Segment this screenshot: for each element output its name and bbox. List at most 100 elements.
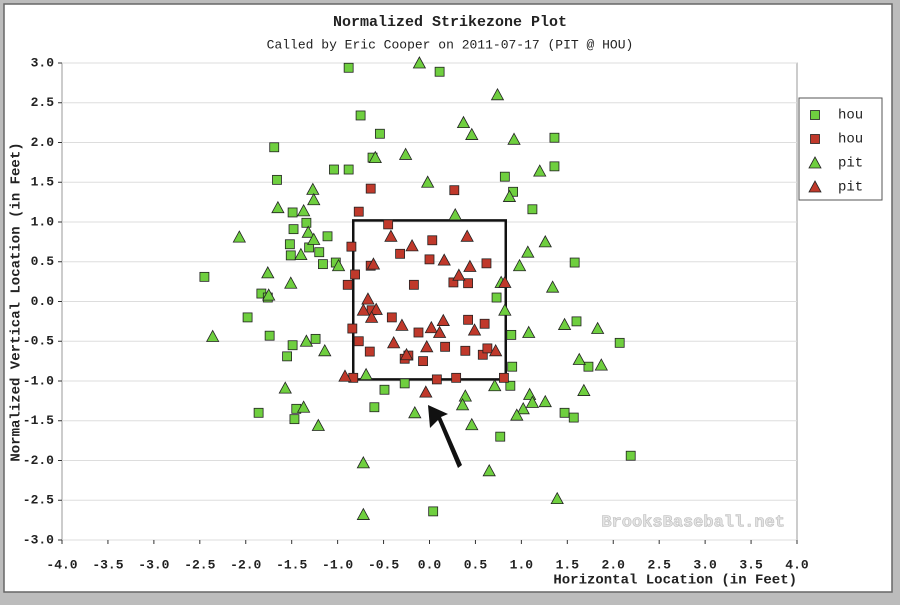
legend-marker bbox=[808, 156, 822, 169]
point bbox=[463, 259, 477, 272]
y-tick-label: -1.5 bbox=[23, 413, 54, 428]
point bbox=[314, 247, 325, 258]
point bbox=[301, 225, 315, 238]
point bbox=[232, 230, 246, 243]
x-tick-label: -4.0 bbox=[46, 557, 77, 572]
point bbox=[490, 87, 505, 101]
point bbox=[583, 361, 594, 372]
point bbox=[455, 398, 470, 411]
point bbox=[356, 303, 371, 316]
y-tick-label: 1.0 bbox=[31, 214, 55, 229]
point bbox=[568, 412, 579, 423]
point bbox=[465, 417, 479, 431]
y-axis-label: Normalized Vertical Location (in Feet) bbox=[9, 142, 25, 461]
point bbox=[479, 318, 490, 329]
point bbox=[294, 247, 308, 260]
x-tick-label: 1.0 bbox=[510, 557, 534, 572]
x-tick-label: 0.5 bbox=[464, 557, 488, 572]
point bbox=[264, 330, 275, 341]
point bbox=[366, 257, 381, 270]
y-tick-label: -0.5 bbox=[23, 334, 54, 349]
point bbox=[498, 275, 512, 288]
point bbox=[525, 395, 540, 408]
point bbox=[296, 400, 311, 413]
point bbox=[424, 254, 435, 265]
point bbox=[356, 507, 371, 520]
point bbox=[465, 127, 479, 140]
y-tick-label: 0.5 bbox=[31, 254, 55, 269]
point bbox=[481, 258, 492, 269]
point bbox=[491, 292, 502, 303]
point bbox=[499, 171, 510, 182]
point bbox=[507, 132, 521, 145]
point bbox=[505, 380, 516, 391]
point bbox=[460, 229, 474, 242]
point bbox=[350, 269, 360, 280]
point bbox=[521, 245, 535, 258]
point bbox=[420, 175, 435, 188]
point bbox=[278, 381, 292, 394]
point bbox=[272, 174, 282, 185]
legend-label: hou bbox=[838, 132, 863, 148]
point bbox=[346, 241, 357, 252]
point bbox=[359, 367, 373, 381]
chart-title: Normalized Strikezone Plot bbox=[333, 14, 567, 31]
point bbox=[287, 340, 298, 351]
x-tick-label: -0.5 bbox=[368, 557, 399, 572]
point bbox=[269, 142, 280, 153]
point bbox=[399, 347, 414, 361]
point bbox=[432, 325, 447, 338]
point bbox=[338, 369, 352, 382]
point bbox=[420, 339, 434, 353]
annotation-arrow bbox=[428, 405, 462, 468]
point bbox=[395, 248, 406, 259]
legend: hou hou pit pit bbox=[798, 97, 883, 201]
point bbox=[318, 343, 332, 357]
point bbox=[516, 401, 530, 415]
point bbox=[379, 384, 390, 395]
point bbox=[434, 66, 445, 77]
point bbox=[440, 341, 451, 352]
point bbox=[482, 463, 496, 477]
point bbox=[353, 206, 364, 217]
point bbox=[383, 219, 394, 230]
x-tick-label: 1.5 bbox=[556, 557, 580, 572]
point bbox=[449, 185, 460, 196]
point bbox=[318, 259, 328, 270]
point bbox=[289, 414, 300, 425]
point bbox=[456, 115, 471, 129]
point bbox=[331, 258, 346, 272]
point bbox=[419, 385, 433, 398]
y-tick-label: -3.0 bbox=[23, 532, 54, 547]
point bbox=[527, 204, 538, 215]
point bbox=[322, 231, 333, 242]
point bbox=[399, 378, 410, 389]
x-tick-label: -1.5 bbox=[276, 557, 307, 572]
point bbox=[242, 312, 253, 323]
point bbox=[261, 266, 275, 279]
point bbox=[364, 346, 375, 357]
point bbox=[347, 323, 358, 334]
point bbox=[355, 110, 366, 121]
point bbox=[365, 183, 376, 194]
point bbox=[458, 389, 473, 402]
point bbox=[398, 147, 413, 160]
point bbox=[395, 318, 409, 331]
point bbox=[284, 239, 295, 250]
y-tick-label: 3.0 bbox=[31, 55, 55, 70]
point bbox=[288, 224, 299, 235]
point bbox=[311, 418, 326, 431]
point bbox=[361, 292, 375, 305]
point bbox=[287, 207, 298, 218]
point bbox=[412, 56, 427, 69]
point bbox=[448, 277, 459, 288]
point bbox=[299, 334, 314, 347]
point bbox=[271, 200, 285, 214]
x-tick-label: 0.0 bbox=[418, 557, 442, 572]
x-tick-label: 4.0 bbox=[785, 557, 809, 572]
point bbox=[549, 132, 560, 143]
y-tick-label: 0.0 bbox=[31, 294, 55, 309]
point bbox=[538, 394, 552, 408]
point bbox=[545, 280, 560, 293]
point bbox=[557, 317, 572, 330]
